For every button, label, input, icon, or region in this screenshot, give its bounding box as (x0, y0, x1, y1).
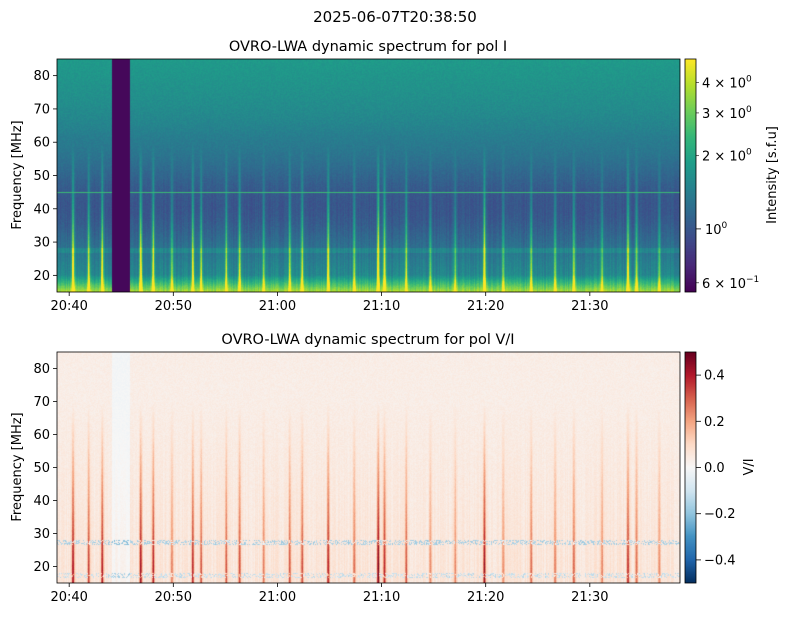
x-tick-label: 21:10 (363, 590, 400, 605)
y-tick-70: 70 (33, 102, 57, 117)
x-tick-label: 21:10 (363, 299, 400, 314)
colorbar-tick-vi: 0.0 (696, 461, 725, 476)
x-tick-2110: 21:10 (363, 583, 400, 605)
y-tick-label: 70 (33, 102, 50, 117)
y-tick-80: 80 (33, 362, 57, 377)
colorbar-i: 100 6 × 10−1 2 × 100 3 × 100 4 × 100 Intensi… (684, 58, 780, 293)
x-axis-vi: 20:40 20:50 21:00 21:10 21:20 21:30 (50, 583, 609, 605)
panel-vi-title: OVRO-LWA dynamic spectrum for pol V/I (221, 332, 514, 348)
colorbar-tick-vi: −0.4 (696, 553, 736, 568)
y-tick-40: 40 (33, 494, 57, 509)
x-tick-2100: 21:00 (259, 583, 296, 605)
x-tick-2120: 21:20 (467, 583, 504, 605)
y-axis-label-vi: Frequency [MHz] (10, 412, 25, 521)
x-tick-2040: 20:40 (50, 292, 88, 314)
x-tick-2100: 21:00 (259, 292, 296, 314)
x-tick-2040: 20:40 (50, 583, 88, 605)
panel-i-title: OVRO-LWA dynamic spectrum for pol I (229, 39, 507, 55)
y-tick-label: 30 (33, 236, 50, 251)
x-axis-i: 20:40 20:50 21:00 21:10 21:20 21:30 (50, 292, 609, 314)
y-tick-60: 60 (33, 136, 57, 151)
x-tick-2130: 21:30 (571, 583, 609, 605)
colorbar-ticks-vi: −0.4 −0.2 0.0 0.2 0.4 (696, 369, 736, 568)
y-tick-label: 60 (33, 136, 50, 151)
x-tick-label: 21:20 (467, 299, 504, 314)
y-tick-label: 30 (33, 527, 50, 542)
colorbar-tick-label: 6 × 10−1 (702, 275, 759, 292)
colorbar-tick-label: 4 × 100 (702, 75, 752, 92)
y-tick-label: 20 (33, 560, 50, 575)
colorbar-gradient-vi (685, 352, 696, 583)
y-tick-70: 70 (33, 395, 57, 410)
colorbar-tick-label: 2 × 100 (702, 148, 752, 165)
x-tick-label: 21:30 (571, 590, 608, 605)
colorbar-tick-vi: 0.4 (696, 369, 725, 384)
y-axis-label-i: Frequency [MHz] (10, 120, 25, 229)
panel-stokes-i: OVRO-LWA dynamic spectrum for pol I 20 30… (10, 39, 780, 314)
colorbar-ticks-i: 100 6 × 10−1 2 × 100 3 × 100 4 × 100 (696, 75, 759, 292)
y-tick-label: 60 (33, 428, 50, 443)
x-tick-label: 20:50 (155, 299, 192, 314)
x-tick-2120: 21:20 (467, 292, 504, 314)
colorbar-label-vi: V/I (742, 458, 757, 475)
y-tick-label: 50 (33, 169, 50, 184)
y-tick-label: 40 (33, 494, 50, 509)
x-tick-label: 20:50 (155, 590, 192, 605)
y-tick-label: 20 (33, 269, 50, 284)
x-tick-label: 20:40 (50, 299, 87, 314)
colorbar-vi: −0.4 −0.2 0.0 0.2 0.4 V/I (684, 351, 757, 584)
colorbar-tick-label: 0.2 (704, 415, 725, 430)
x-tick-label: 20:40 (50, 590, 87, 605)
colorbar-tick-label: 0.4 (704, 369, 725, 384)
x-tick-label: 21:30 (571, 299, 608, 314)
y-tick-20: 20 (33, 560, 57, 575)
colorbar-tick-i: 3 × 100 (696, 105, 752, 122)
x-tick-2110: 21:10 (363, 292, 400, 314)
y-tick-label: 50 (33, 461, 50, 476)
y-tick-50: 50 (33, 461, 57, 476)
colorbar-tick-label: 3 × 100 (702, 105, 752, 122)
y-tick-label: 70 (33, 395, 50, 410)
x-tick-label: 21:00 (259, 299, 296, 314)
colorbar-tick-label: −0.2 (704, 507, 736, 522)
panel-stokes-vi: OVRO-LWA dynamic spectrum for pol V/I 20… (10, 332, 757, 605)
colorbar-tick-i: 2 × 100 (696, 148, 752, 165)
colorbar-tick-label: 100 (705, 221, 728, 238)
spectrum-heatmap-i (57, 59, 680, 292)
colorbar-tick-i: 100 (696, 221, 728, 238)
spectrum-heatmap-vi (57, 352, 680, 583)
y-tick-30: 30 (33, 236, 57, 251)
y-tick-50: 50 (33, 169, 57, 184)
y-tick-40: 40 (33, 202, 57, 217)
y-tick-20: 20 (33, 269, 57, 284)
x-tick-label: 21:20 (467, 590, 504, 605)
colorbar-tick-i: 6 × 10−1 (696, 275, 759, 292)
colorbar-label-i: Intensity [s.f.u] (765, 126, 780, 224)
x-tick-2050: 20:50 (155, 583, 192, 605)
colorbar-frame-i (684, 58, 697, 293)
x-tick-2130: 21:30 (571, 292, 609, 314)
x-tick-2050: 20:50 (155, 292, 192, 314)
colorbar-tick-label: −0.4 (704, 553, 736, 568)
figure-suptitle: 2025-06-07T20:38:50 (313, 8, 477, 26)
y-axis-i: 20 30 40 50 60 70 80 (33, 69, 57, 284)
colorbar-gradient-i (685, 59, 696, 292)
x-tick-label: 21:00 (259, 590, 296, 605)
plot-area-i (56, 58, 681, 293)
colorbar-tick-label: 0.0 (704, 461, 725, 476)
plot-area-vi (56, 351, 681, 584)
y-axis-vi: 20 30 40 50 60 70 80 (33, 362, 57, 575)
colorbar-tick-vi: −0.2 (696, 507, 736, 522)
y-tick-label: 80 (33, 362, 50, 377)
y-tick-60: 60 (33, 428, 57, 443)
colorbar-tick-i: 4 × 100 (696, 75, 752, 92)
colorbar-tick-vi: 0.2 (696, 415, 725, 430)
y-tick-label: 80 (33, 69, 50, 84)
y-tick-80: 80 (33, 69, 57, 84)
y-tick-label: 40 (33, 202, 50, 217)
y-tick-30: 30 (33, 527, 57, 542)
